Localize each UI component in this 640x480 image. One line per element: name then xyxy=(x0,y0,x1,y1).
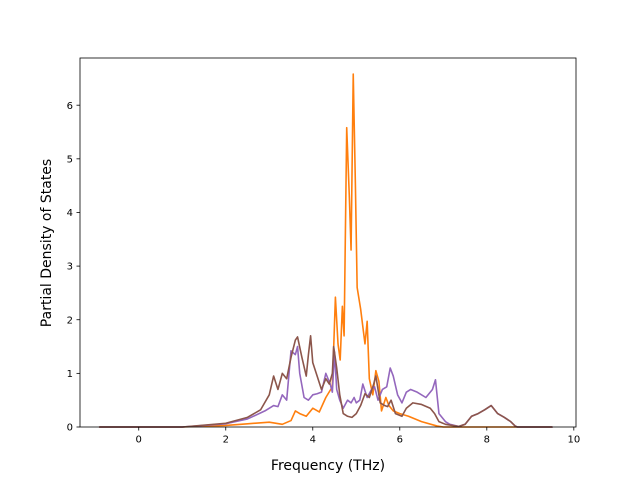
series-line-3 xyxy=(98,335,553,428)
x-tick-label: 8 xyxy=(484,435,490,446)
y-tick-label: 5 xyxy=(67,154,73,165)
x-tick-label: 0 xyxy=(136,435,142,446)
x-axis: 0 2 4 6 8 10 xyxy=(136,427,580,446)
y-tick-label: 1 xyxy=(67,369,73,380)
series-layer xyxy=(98,73,553,428)
x-axis-label: Frequency (THz) xyxy=(271,458,385,474)
y-tick-label: 3 xyxy=(67,262,73,273)
y-tick-label: 2 xyxy=(67,315,73,326)
y-tick-label: 4 xyxy=(67,208,73,219)
x-tick-label: 2 xyxy=(223,435,229,446)
y-tick-label: 6 xyxy=(67,101,73,112)
x-tick-label: 4 xyxy=(310,435,316,446)
series-line-1 xyxy=(98,73,553,428)
plot-frame xyxy=(79,57,577,428)
y-axis-label: Partial Density of States xyxy=(39,159,55,327)
y-axis: 0 1 2 3 4 5 6 xyxy=(67,101,80,434)
plot-area xyxy=(80,58,576,427)
x-tick-label: 10 xyxy=(567,435,580,446)
x-tick-label: 6 xyxy=(397,435,403,446)
y-tick-label: 0 xyxy=(67,423,73,434)
